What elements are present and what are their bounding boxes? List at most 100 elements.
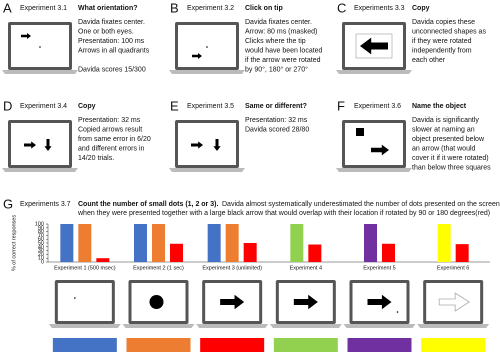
panel-letter: B [170, 0, 179, 15]
y-tick-label: 50 [38, 240, 44, 246]
panel-text: Davida fixates center. [245, 19, 312, 26]
laptop-base [336, 70, 412, 74]
panel-experiment: Experiment 3.6 [354, 103, 401, 110]
panel-text: each other [412, 57, 446, 64]
bar [96, 258, 110, 262]
panel-text: Arrows in all quadrants [78, 47, 150, 54]
bar [170, 243, 183, 262]
laptop-base [48, 324, 121, 328]
panel-text: from same error in 6/20 [78, 136, 151, 143]
panel-title: Copy [78, 103, 96, 110]
disc-icon [149, 295, 164, 309]
laptop-base [2, 168, 78, 172]
panel-letter: F [337, 98, 345, 113]
panel-text: Presentation: 100 ms [78, 38, 145, 45]
panel-text: Clicks where the tip [245, 38, 306, 45]
condition-swatch [126, 338, 191, 352]
panel-title: Name the object [412, 103, 467, 110]
laptop-base [196, 324, 269, 328]
bar [382, 243, 395, 262]
y-tick-label: 60 [38, 237, 44, 243]
arrow-icon [367, 294, 392, 310]
panel-experiment: Experiment 3.5 [187, 103, 234, 110]
arrow-icon [24, 141, 36, 149]
x-tick-label: Experiment 2 (1 sec) [133, 265, 184, 271]
panel-text: would have been located [244, 47, 323, 54]
square-icon [356, 128, 364, 136]
condition-swatch [200, 338, 265, 352]
laptop-base [2, 70, 78, 74]
bar [290, 224, 304, 262]
arrow-icon [191, 141, 203, 149]
shape-box [355, 33, 393, 59]
y-tick-label: 100 [35, 221, 44, 227]
panel-experiment: Experiment 3.2 [187, 5, 234, 12]
panel-title: Click on tip [245, 5, 283, 12]
y-tick-label: 90 [38, 225, 44, 231]
panel-text: if the arrow were rotated [245, 57, 321, 64]
panel-text: if they were rotated [412, 38, 472, 45]
panel-text: an arrow (that would [412, 145, 476, 152]
arrow-icon [44, 139, 52, 151]
bar [134, 224, 147, 262]
condition-swatch [52, 338, 117, 352]
x-tick-label: Experiment 1 (500 msec) [54, 265, 116, 271]
y-tick-label: 0 [41, 259, 44, 265]
panel-letter: G [3, 196, 13, 211]
laptop-base [122, 324, 195, 328]
panel-text: independently from [412, 47, 472, 54]
panel-note: Davida scores 15/300 [78, 66, 146, 73]
bar [243, 243, 257, 262]
fixation-dot [206, 46, 208, 48]
y-tick-label: 40 [38, 244, 44, 250]
fixation-dot [39, 46, 41, 48]
laptop-base [269, 324, 342, 328]
laptop-screen [178, 123, 236, 165]
x-tick-label: Experiment 6 [437, 265, 469, 271]
y-axis-label: % of correct responses [11, 215, 17, 271]
panel-text: slower at naming an [412, 126, 475, 133]
panel-experiment: Experiment 3.1 [20, 5, 67, 12]
laptop-screen [178, 25, 236, 67]
panel-text: and different errors in [78, 145, 145, 152]
bar [78, 224, 92, 262]
arrow-icon [293, 294, 318, 310]
y-tick-label: 80 [38, 229, 44, 235]
laptop-screen [345, 123, 403, 165]
panel-text: Davida fixates center. [78, 19, 145, 26]
bar [225, 224, 239, 262]
arrow-icon [213, 139, 221, 151]
laptop-base [169, 168, 245, 172]
x-tick-label: Experiment 3 (unlimited) [202, 265, 262, 271]
y-tick-label: 10 [38, 256, 44, 262]
panel-text: unconnected shapes as [412, 28, 486, 35]
panel-text: Davida almost systematically underestima… [222, 201, 500, 208]
panel-title: Same or different? [245, 103, 307, 110]
dot-icon [396, 311, 399, 313]
panel-letter: D [3, 98, 12, 113]
arrow-icon [360, 37, 388, 55]
arrow-icon [371, 144, 389, 156]
laptop-base [417, 324, 490, 328]
panel-text: cover it if it were rotated) [412, 155, 489, 162]
laptop-base [169, 70, 245, 74]
bar [437, 224, 451, 262]
arrow-icon [220, 294, 245, 310]
laptop-screen [57, 283, 112, 321]
panel-text: Presentation: 32 ms [78, 117, 141, 124]
panel-text: when they were presented together with a… [77, 210, 490, 217]
panel-experiment: Experiments 3.7 [20, 201, 71, 208]
condition-swatch [421, 338, 486, 352]
laptop-screen [11, 25, 69, 67]
laptop-screen [11, 123, 69, 165]
panel-title: What orientation? [78, 5, 138, 12]
outline-arrow [438, 292, 470, 312]
panel-text: object presented below [412, 136, 485, 143]
arrow-icon [192, 53, 202, 59]
panel-letter: C [337, 0, 346, 15]
panel-text: Davida scored 28/80 [245, 126, 309, 133]
bar [364, 224, 377, 262]
bar [207, 224, 221, 262]
arrow-icon [21, 33, 31, 39]
